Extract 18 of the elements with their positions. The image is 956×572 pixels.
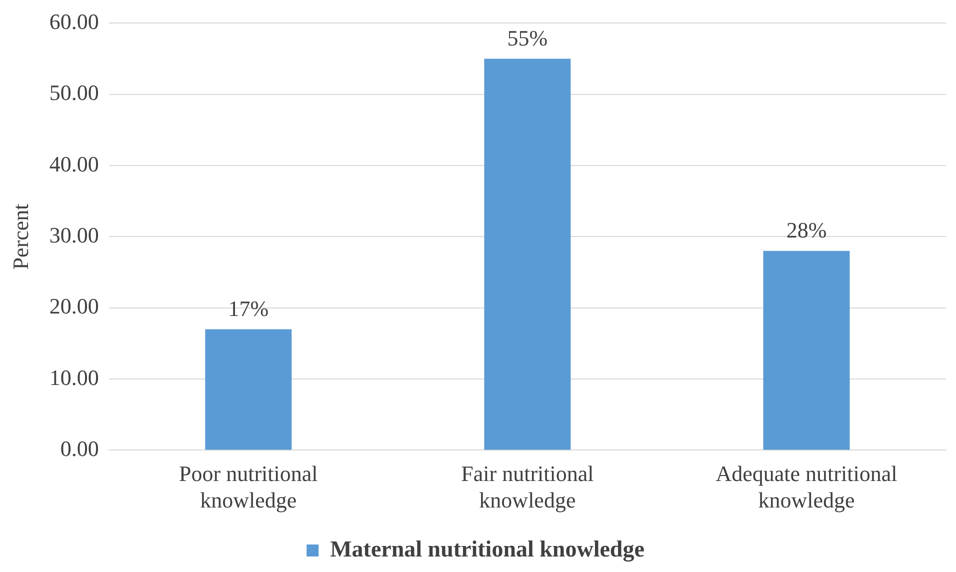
bar <box>763 250 850 450</box>
bar <box>484 58 571 450</box>
y-tick-label: 0.00 <box>60 436 99 461</box>
y-tick-label: 40.00 <box>49 151 99 176</box>
y-tick-label: 30.00 <box>49 222 99 248</box>
y-tick-label: 10.00 <box>49 364 99 390</box>
legend-label: Maternal nutritional knowledge <box>330 536 644 562</box>
x-tick-label: Adequate nutritional knowledge <box>716 461 898 513</box>
y-axis-title: Percent <box>8 204 33 270</box>
x-tick-label: Fair nutritional knowledge <box>461 461 594 513</box>
y-tick-label: 60.00 <box>49 8 99 34</box>
bar <box>205 329 292 450</box>
x-tick-label: Poor nutritional knowledge <box>179 461 318 513</box>
data-label: 55% <box>507 26 548 51</box>
y-tick-label: 20.00 <box>49 294 99 319</box>
data-label: 17% <box>228 296 269 321</box>
y-tick-label: 50.00 <box>49 80 99 106</box>
data-label: 28% <box>786 218 827 243</box>
